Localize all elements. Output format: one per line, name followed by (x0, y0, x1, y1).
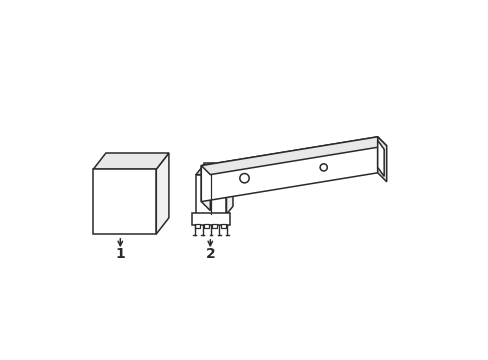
Polygon shape (201, 137, 386, 175)
Text: 1: 1 (115, 247, 125, 261)
Bar (221, 224, 225, 228)
Polygon shape (377, 137, 386, 182)
Polygon shape (377, 140, 384, 176)
Bar (204, 163, 214, 175)
Polygon shape (201, 137, 377, 202)
Circle shape (239, 174, 249, 183)
Bar (93, 169, 156, 234)
Circle shape (121, 158, 126, 163)
Polygon shape (201, 166, 210, 211)
Bar (196, 175, 226, 214)
Circle shape (320, 164, 326, 171)
Bar (191, 213, 230, 225)
Bar (203, 224, 208, 228)
Text: 2: 2 (205, 247, 215, 261)
Polygon shape (156, 153, 168, 234)
Bar (212, 224, 217, 228)
Bar (195, 224, 200, 228)
Circle shape (206, 166, 211, 170)
Polygon shape (226, 167, 232, 214)
Polygon shape (93, 153, 168, 169)
Bar (117, 154, 130, 169)
Polygon shape (196, 167, 232, 175)
